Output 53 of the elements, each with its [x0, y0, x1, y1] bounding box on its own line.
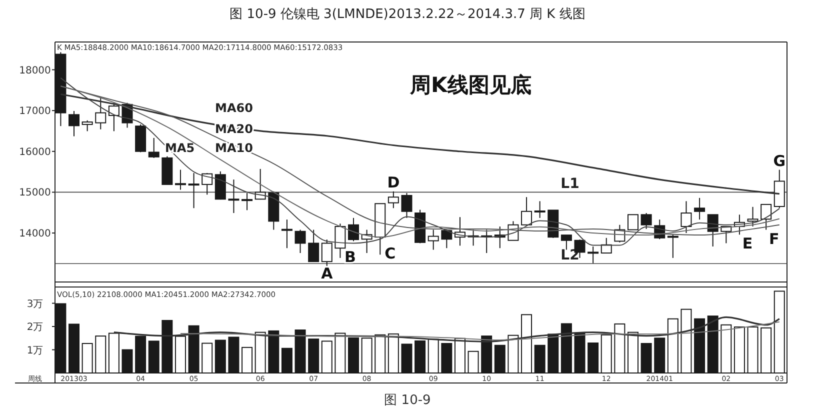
candlestick	[334, 223, 346, 258]
annotation: A	[321, 264, 334, 282]
candlestick	[242, 192, 253, 211]
candlestick	[627, 214, 638, 230]
candlestick	[188, 172, 200, 209]
chart-title: 图 10-9 伦镍电 3(LMNDE)2013.2.22～2014.3.7 周 K 线图	[230, 7, 586, 22]
annotation: 周K线图见底	[409, 73, 532, 97]
candlestick	[640, 212, 652, 230]
candlestick	[68, 110, 80, 137]
y-tick-label: 17000	[19, 106, 51, 118]
annotation: D	[387, 173, 400, 192]
candlestick	[521, 196, 532, 226]
candlestick	[760, 204, 772, 230]
annotation: E	[742, 234, 753, 253]
line-series	[113, 316, 780, 342]
candlestick	[148, 137, 160, 158]
candlestick	[747, 206, 758, 227]
candlestick	[428, 229, 439, 250]
candlestick	[82, 120, 93, 132]
annotation: F	[768, 230, 780, 248]
y-tick-label: 14000	[19, 228, 51, 240]
y-tick-label: 3万	[26, 298, 44, 310]
candlestick	[321, 239, 332, 267]
candlestick	[680, 200, 692, 234]
annotation: C	[384, 244, 396, 263]
line-series	[180, 321, 780, 340]
candlestick	[348, 217, 360, 242]
candlestick	[281, 219, 292, 249]
candlestick	[588, 246, 599, 264]
y-tick-label: 2万	[26, 322, 44, 334]
candlestick	[534, 200, 546, 218]
candlestick	[294, 229, 306, 254]
annotation: G	[773, 152, 786, 170]
y-tick-label: 16000	[19, 146, 51, 158]
candlestick	[388, 190, 399, 209]
annotation: B	[344, 248, 356, 266]
candlestick	[202, 172, 213, 196]
candlestick	[308, 229, 320, 262]
candlestick	[95, 96, 106, 130]
caption: 图 10-9	[384, 393, 431, 408]
candlestick	[694, 197, 706, 220]
candlestick	[108, 102, 120, 132]
candlestick	[228, 179, 240, 214]
series-label: MA60	[215, 101, 253, 115]
ref-line-label: L1	[560, 176, 580, 192]
candlestick	[174, 169, 186, 190]
candlestick	[441, 229, 452, 249]
y-tick-label: 15000	[19, 188, 51, 199]
candlestick	[401, 192, 412, 218]
y-tick-label: 18000	[19, 65, 51, 76]
candlestick	[560, 234, 572, 250]
y-tick-label: 1万	[26, 345, 44, 356]
candlestick	[667, 234, 678, 258]
